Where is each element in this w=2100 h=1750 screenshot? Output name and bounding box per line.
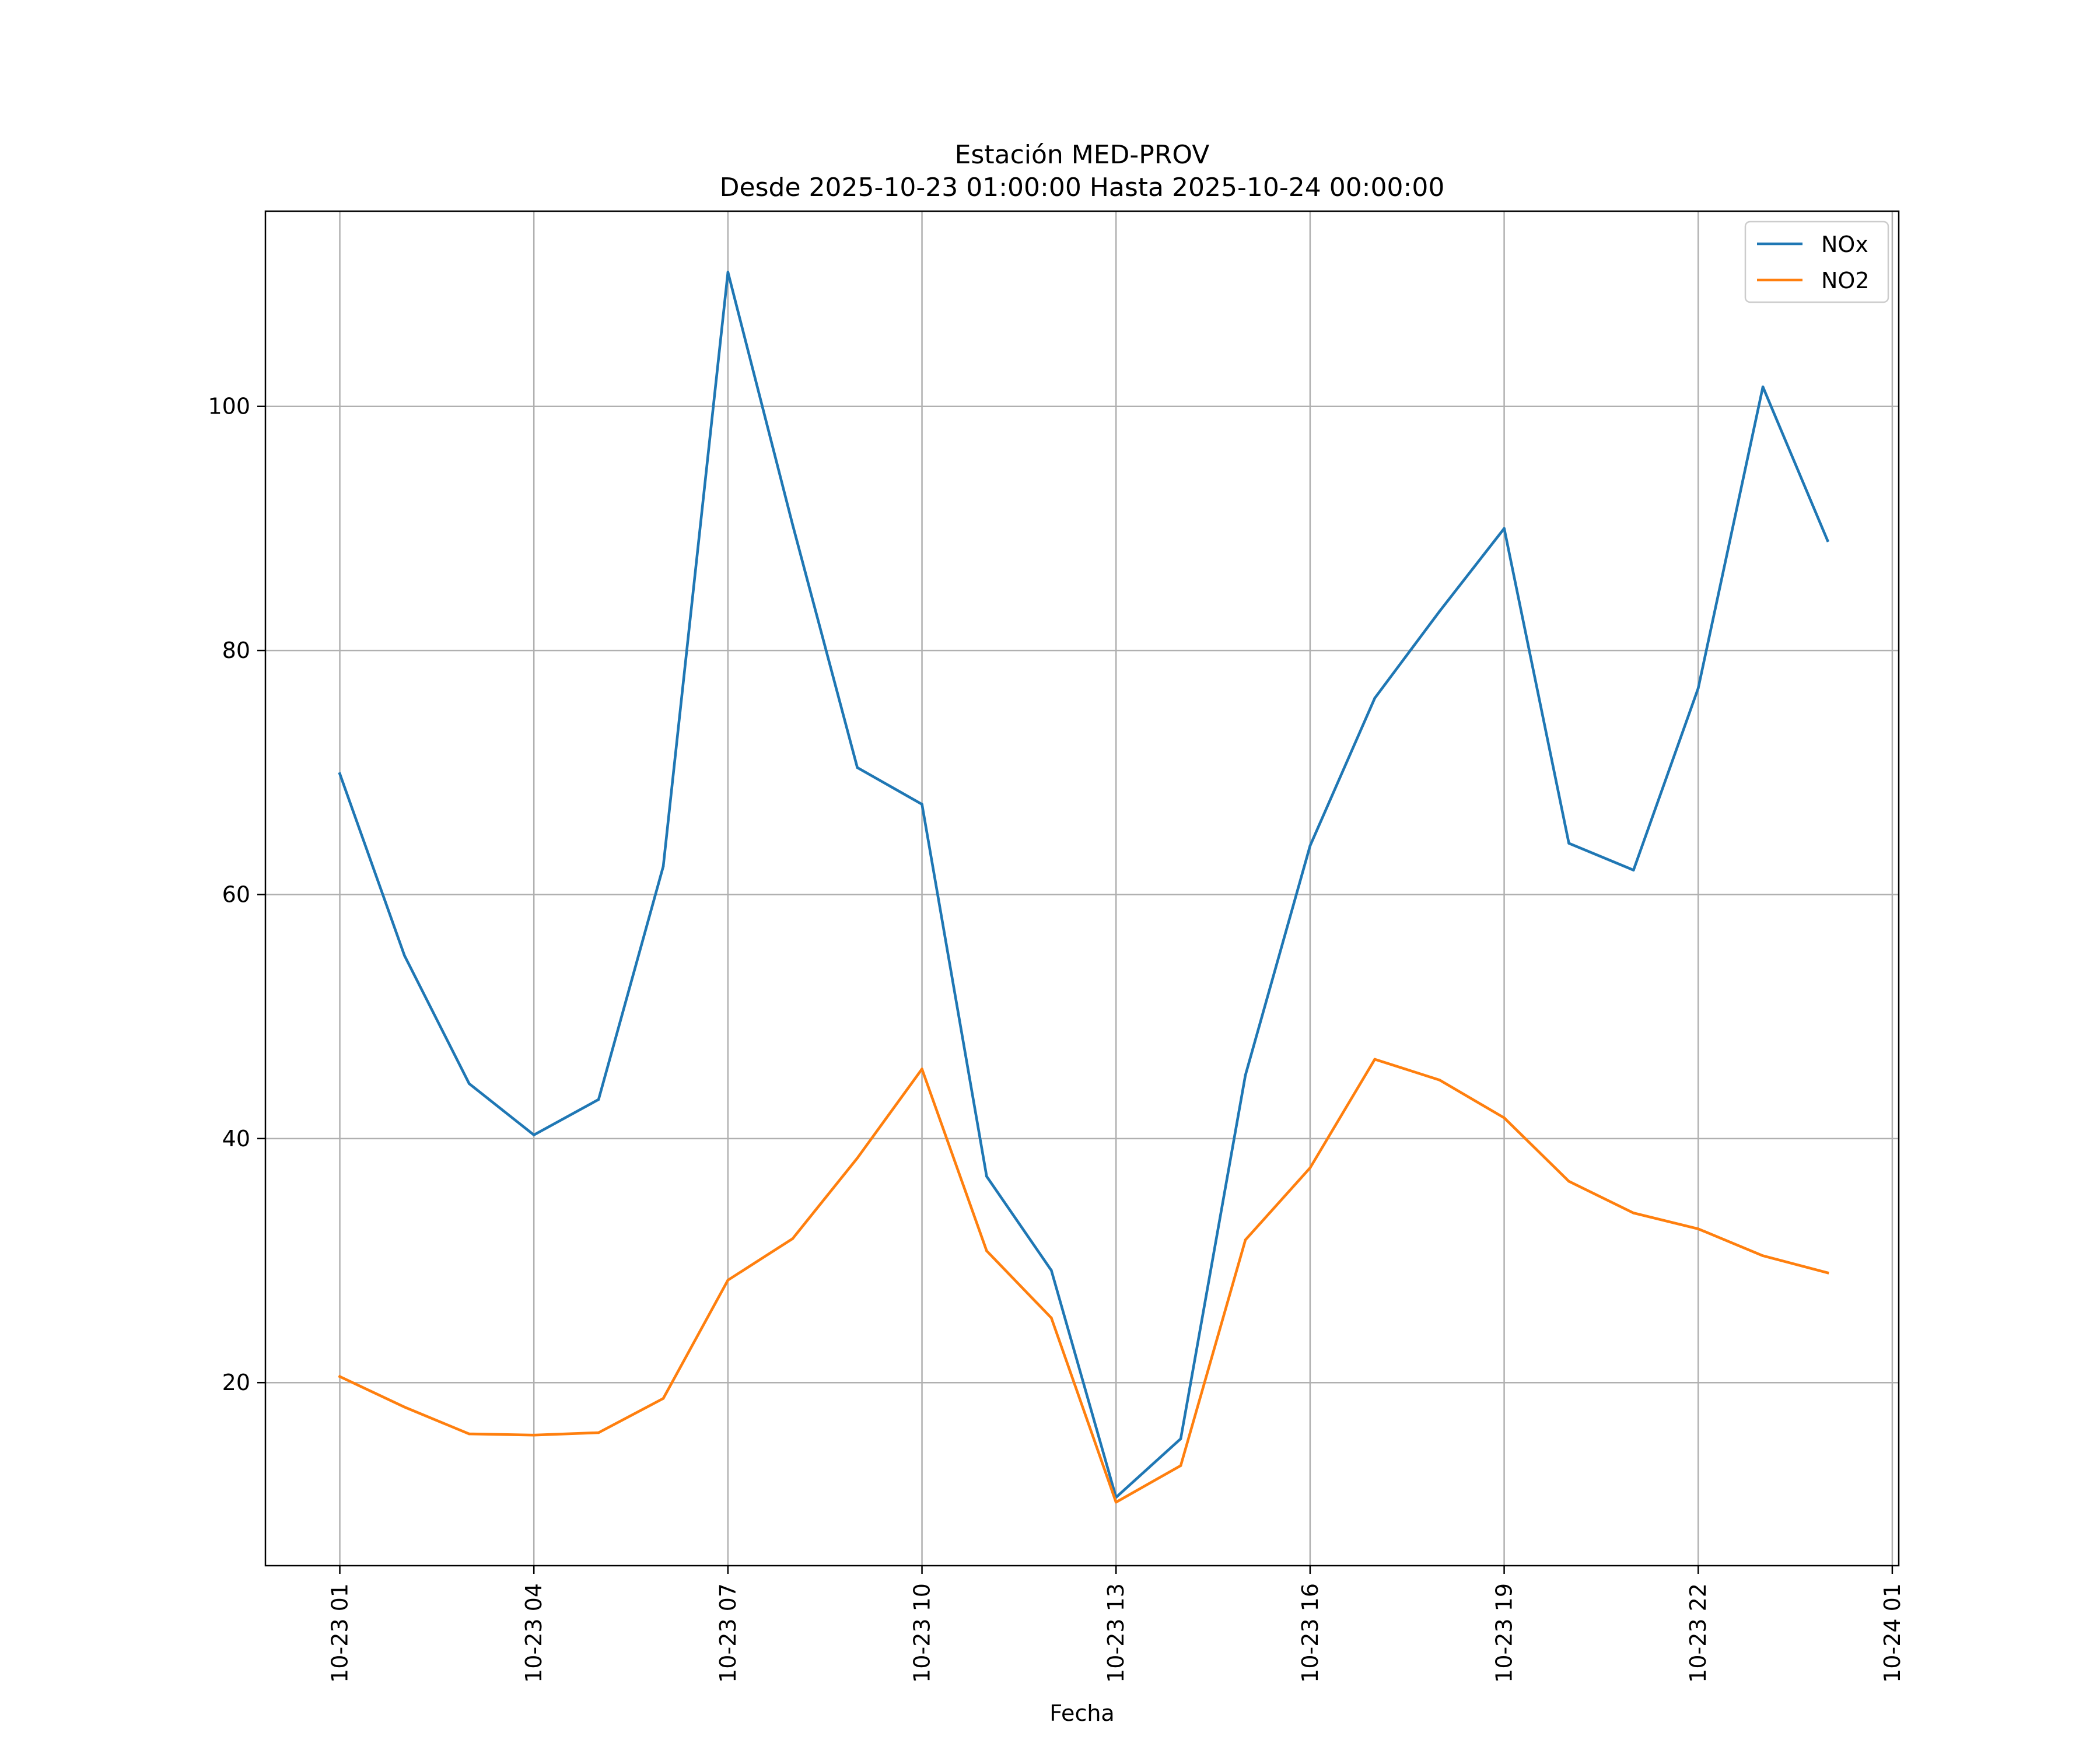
data-point-nox [338, 772, 341, 775]
data-point-nox [1761, 385, 1765, 388]
x-tick-label: 10-23 13 [1103, 1583, 1129, 1683]
legend-label-nox: NOx [1821, 232, 1868, 257]
x-tick-label: 10-23 04 [521, 1583, 547, 1683]
data-point-nox [1632, 869, 1635, 872]
data-point-no2 [338, 1375, 341, 1378]
x-tick-label: 10-23 10 [909, 1583, 935, 1683]
chart-title-line-1: Estación MED-PROV [955, 140, 1210, 170]
data-point-nox [1696, 687, 1700, 690]
data-point-no2 [1632, 1212, 1635, 1214]
data-point-no2 [921, 1068, 923, 1070]
x-tick-label: 10-23 16 [1297, 1583, 1323, 1683]
data-point-no2 [791, 1237, 794, 1240]
x-tick-label: 10-24 01 [1880, 1583, 1905, 1683]
data-point-nox [1373, 696, 1377, 699]
data-point-no2 [1761, 1254, 1765, 1257]
data-point-no2 [1179, 1464, 1182, 1467]
data-point-no2 [1114, 1500, 1118, 1504]
chart-title-line-2: Desde 2025-10-23 01:00:00 Hasta 2025-10-… [720, 173, 1445, 202]
y-tick-label: 100 [208, 394, 250, 419]
data-point-no2 [1826, 1271, 1829, 1275]
y-tick-label: 80 [222, 638, 250, 663]
data-point-nox [1179, 1437, 1182, 1440]
data-point-no2 [856, 1157, 859, 1160]
data-point-nox [1308, 844, 1312, 848]
legend: NOx NO2 [1744, 220, 1889, 303]
x-tick-label: 10-23 01 [327, 1583, 353, 1683]
y-tick-label: 20 [222, 1370, 250, 1395]
data-point-nox [468, 1082, 471, 1085]
data-point-nox [597, 1098, 600, 1101]
data-point-no2 [468, 1432, 471, 1436]
x-tick-label: 10-23 22 [1685, 1583, 1711, 1683]
data-point-no2 [1050, 1317, 1053, 1320]
data-point-nox [532, 1133, 536, 1136]
x-tick-label: 10-23 07 [715, 1583, 741, 1683]
series-line-no2 [338, 1058, 1829, 1504]
data-point-no2 [403, 1405, 406, 1409]
data-point-nox [985, 1175, 988, 1178]
series-line-nox [338, 271, 1830, 1499]
data-point-nox [791, 523, 794, 526]
data-point-nox [1438, 610, 1441, 613]
x-tick-label: 10-23 19 [1492, 1583, 1517, 1683]
data-point-no2 [1308, 1166, 1312, 1170]
data-point-no2 [662, 1397, 665, 1400]
y-tick-label: 40 [222, 1126, 250, 1152]
data-point-no2 [726, 1279, 730, 1282]
data-point-no2 [1438, 1079, 1441, 1082]
data-point-no2 [985, 1250, 988, 1252]
data-point-no2 [1567, 1180, 1570, 1183]
data-point-nox [856, 766, 859, 769]
data-point-no2 [1373, 1058, 1377, 1061]
x-axis-label: Fecha [1049, 1700, 1114, 1726]
data-point-no2 [1244, 1238, 1247, 1241]
legend-box [1744, 220, 1889, 303]
data-point-nox [921, 803, 923, 806]
y-tick-label: 60 [222, 881, 250, 907]
data-point-no2 [532, 1433, 536, 1437]
data-point-nox [662, 865, 665, 868]
axis-ticks: 10-23 01 10-23 04 10-23 07 10-23 10 10-23 13… [208, 394, 1905, 1683]
data-point-no2 [1503, 1116, 1506, 1119]
data-point-no2 [1696, 1227, 1700, 1230]
data-point-no2 [597, 1431, 600, 1434]
data-point-nox [726, 271, 730, 274]
series-lines [338, 271, 1830, 1504]
data-point-nox [1567, 842, 1570, 845]
data-point-nox [403, 954, 406, 957]
legend-label-no2: NO2 [1821, 268, 1870, 293]
data-point-nox [1050, 1269, 1053, 1272]
data-point-nox [1503, 527, 1506, 530]
data-point-nox [1244, 1073, 1247, 1077]
plot-area-frame [264, 210, 1900, 1567]
data-point-nox [1826, 539, 1829, 542]
